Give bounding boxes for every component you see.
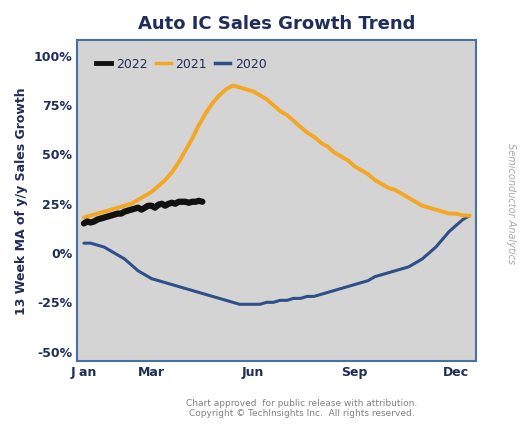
Title: Auto IC Sales Growth Trend: Auto IC Sales Growth Trend	[138, 15, 415, 33]
Legend: 2022, 2021, 2020: 2022, 2021, 2020	[92, 53, 271, 76]
Y-axis label: 13 Week MA of y/y Sales Growth: 13 Week MA of y/y Sales Growth	[15, 87, 28, 315]
Text: Chart approved  for public release with attribution.: Chart approved for public release with a…	[186, 399, 417, 408]
Text: Semiconductor Analytics: Semiconductor Analytics	[506, 143, 516, 264]
Text: Copyright © TechInsights Inc.  All rights reserved.: Copyright © TechInsights Inc. All rights…	[189, 409, 414, 418]
